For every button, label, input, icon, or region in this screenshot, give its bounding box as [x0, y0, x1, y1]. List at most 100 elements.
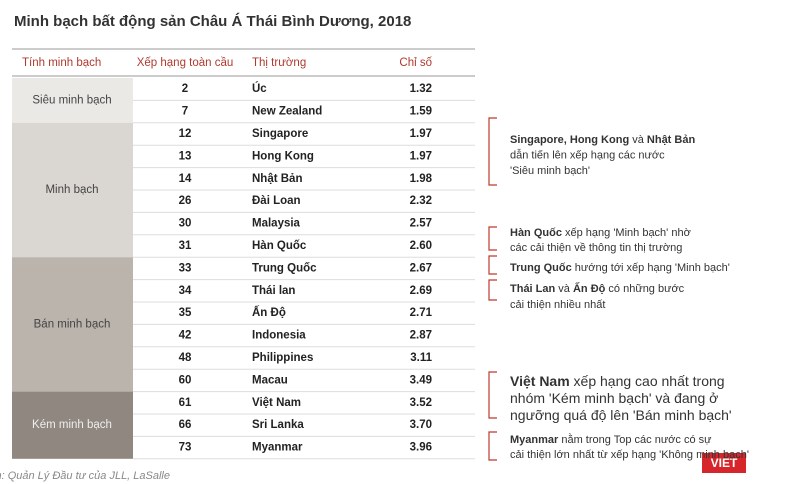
rank-cell: 7 — [182, 106, 188, 118]
bracket — [488, 431, 497, 461]
annotation-text: 'Siêu minh bạch' — [510, 165, 590, 177]
annotation-text: nhóm 'Kém minh bạch' và đang ở — [510, 390, 718, 406]
annotation-text: Nhật Bản — [647, 134, 696, 146]
market-cell: Hàn Quốc — [252, 240, 307, 252]
annotation-text: xếp hạng cao nhất trong — [570, 373, 725, 389]
index-cell: 2.87 — [410, 330, 432, 342]
market-cell: Singapore — [252, 128, 308, 140]
annotation-text: và — [555, 283, 573, 295]
annotation-text: Singapore, Hong Kong — [510, 134, 629, 146]
rank-cell: 66 — [179, 419, 192, 431]
annotation-line: Myanmar nằm trong Top các nước có sự — [510, 433, 712, 446]
rank-cell: 2 — [182, 83, 188, 95]
annotation-line: nhóm 'Kém minh bạch' và đang ở — [510, 390, 718, 406]
rank-cell: 60 — [179, 374, 192, 386]
column-header: Xếp hạng toàn cầu — [137, 57, 234, 69]
market-cell: Việt Nam — [252, 397, 301, 409]
annotation-text: Hàn Quốc — [510, 227, 562, 239]
source: Nguồn: Quản Lý Đầu tư của JLL, LaSalle — [0, 470, 170, 482]
annotation-text: Myanmar — [510, 434, 559, 446]
rank-cell: 33 — [179, 262, 192, 274]
group-label: Kém minh bạch — [32, 419, 112, 431]
group-label: Siêu minh bạch — [32, 94, 111, 106]
index-cell: 3.96 — [410, 442, 432, 454]
index-cell: 2.32 — [410, 195, 432, 207]
rank-cell: 26 — [179, 195, 192, 207]
annotation-text: và — [629, 134, 647, 146]
logo-box — [702, 453, 746, 473]
annotation-text: ngưỡng quá độ lên 'Bán minh bạch' — [510, 407, 732, 423]
market-cell: Úc — [252, 82, 267, 95]
annotation-text: cải thiện lớn nhất từ xếp hạng 'Không mi… — [510, 449, 749, 461]
annotation-text: xếp hạng 'Minh bạch' nhờ — [562, 227, 691, 239]
rank-cell: 48 — [179, 352, 192, 364]
bracket — [488, 371, 497, 419]
market-cell: Hong Kong — [252, 150, 314, 162]
bracket — [488, 279, 497, 301]
index-cell: 1.59 — [410, 106, 432, 118]
market-cell: Đài Loan — [252, 195, 301, 207]
logo: VIET — [711, 456, 738, 470]
group-cell — [12, 391, 133, 459]
group-cell — [12, 78, 133, 123]
index-cell: 3.70 — [410, 419, 432, 431]
market-cell: Macau — [252, 374, 288, 386]
bracket — [488, 255, 497, 275]
annotation-line: 'Siêu minh bạch' — [510, 165, 590, 177]
group-label: Minh bạch — [45, 184, 98, 196]
index-cell: 2.71 — [410, 307, 433, 319]
market-cell: Trung Quốc — [252, 262, 317, 274]
annotation-text: Thái Lan — [510, 283, 556, 295]
annotation-line: cải thiện nhiều nhất — [510, 299, 605, 311]
rank-cell: 42 — [179, 330, 192, 342]
group-cell — [12, 257, 133, 392]
index-cell: 2.60 — [410, 240, 432, 252]
market-cell: New Zealand — [252, 106, 322, 118]
annotation-text: cải thiện nhiều nhất — [510, 299, 605, 311]
market-cell: Nhật Bản — [252, 173, 302, 185]
annotation-line: dẫn tiến lên xếp hạng các nước — [510, 148, 665, 161]
group-cell — [12, 122, 133, 258]
annotation-line: Singapore, Hong Kong và Nhật Bản — [510, 134, 695, 146]
market-cell: Malaysia — [252, 218, 301, 230]
annotation-text: các cải thiện về thông tin thị trường — [510, 242, 682, 254]
rank-cell: 61 — [179, 397, 192, 409]
annotation-line: Thái Lan và Ấn Độ có những bước — [510, 282, 685, 295]
column-header: Chỉ số — [399, 57, 432, 69]
column-header: Tính minh bạch — [22, 57, 101, 69]
market-cell: Philippines — [252, 352, 313, 364]
title: Minh bạch bất động sản Châu Á Thái Bình … — [14, 13, 411, 30]
annotation-line: cải thiện lớn nhất từ xếp hạng 'Không mi… — [510, 449, 749, 461]
annotation-text: có những bước — [605, 283, 684, 295]
index-cell: 3.11 — [410, 352, 432, 364]
index-cell: 1.97 — [410, 150, 432, 162]
market-cell: Ấn Độ — [252, 306, 286, 319]
index-cell: 1.97 — [410, 128, 432, 140]
index-cell: 3.49 — [410, 374, 432, 386]
index-cell: 3.52 — [410, 397, 432, 409]
index-cell: 2.67 — [410, 262, 432, 274]
index-cell: 1.32 — [410, 83, 432, 95]
market-cell: Myanmar — [252, 442, 303, 454]
rank-cell: 14 — [179, 173, 192, 185]
annotation-line: các cải thiện về thông tin thị trường — [510, 242, 682, 254]
annotation-line: Trung Quốc hướng tới xếp hạng 'Minh bạch… — [510, 262, 730, 274]
annotation-text: nằm trong Top các nước có sự — [558, 433, 712, 446]
annotation-line: ngưỡng quá độ lên 'Bán minh bạch' — [510, 407, 732, 423]
rank-cell: 12 — [179, 128, 192, 140]
index-cell: 2.69 — [410, 285, 432, 297]
annotation-line: Hàn Quốc xếp hạng 'Minh bạch' nhờ — [510, 227, 691, 239]
index-cell: 1.98 — [410, 173, 433, 185]
market-cell: Indonesia — [252, 330, 306, 342]
market-cell: Thái lan — [252, 285, 295, 297]
rank-cell: 73 — [179, 442, 192, 454]
annotation-text: dẫn tiến lên xếp hạng các nước — [510, 148, 665, 161]
column-header: Thị trường — [252, 57, 306, 69]
rank-cell: 35 — [179, 307, 192, 319]
rank-cell: 31 — [179, 240, 192, 252]
market-cell: Sri Lanka — [252, 419, 304, 431]
annotation-text: Ấn Độ — [573, 282, 606, 295]
group-label: Bán minh bạch — [34, 318, 111, 330]
rank-cell: 34 — [179, 285, 192, 297]
